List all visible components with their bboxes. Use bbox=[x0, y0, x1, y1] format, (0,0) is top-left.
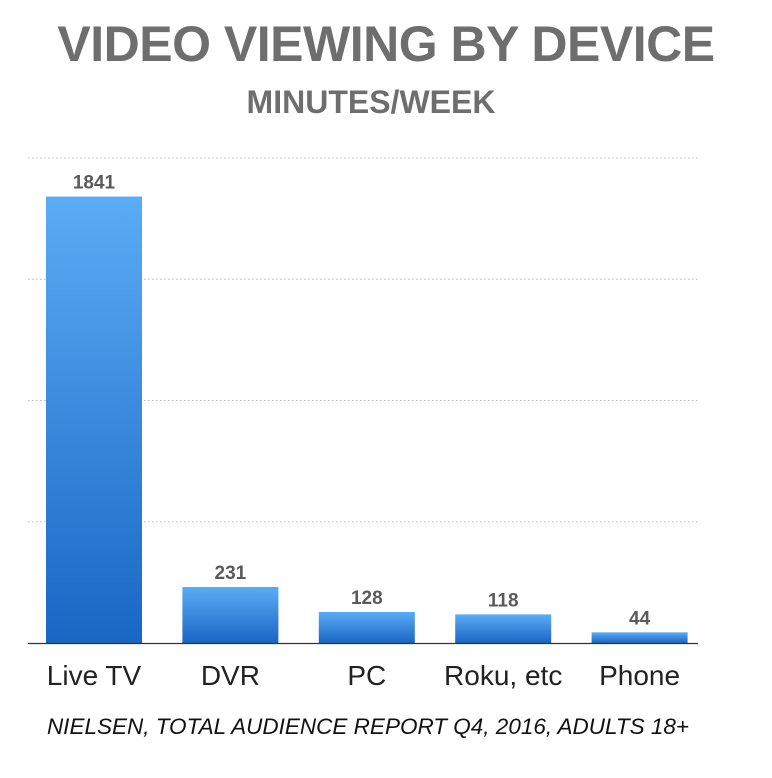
bar-pc bbox=[318, 611, 415, 643]
data-label: 44 bbox=[629, 608, 651, 629]
bar-dvr bbox=[182, 586, 279, 643]
x-tick-label: Live TV bbox=[47, 660, 142, 691]
x-tick-label: Phone bbox=[599, 660, 680, 691]
data-labels: 1841 231 128 118 44 bbox=[73, 173, 651, 630]
bar-phone bbox=[591, 632, 688, 643]
x-tick-label: Roku, etc bbox=[444, 660, 562, 691]
x-tick-label: PC bbox=[347, 660, 386, 691]
data-label: 1841 bbox=[73, 173, 116, 194]
x-tick-labels: Live TV DVR PC Roku, etc Phone bbox=[47, 660, 680, 691]
bar-roku-etc bbox=[455, 614, 552, 643]
bars bbox=[46, 196, 688, 643]
chart-subtitle: MINUTES/WEEK bbox=[246, 84, 496, 120]
chart-title: VIDEO VIEWING BY DEVICE bbox=[57, 16, 715, 72]
bar-live-tv bbox=[46, 196, 142, 643]
data-label: 231 bbox=[215, 563, 247, 584]
source-note: NIELSEN, TOTAL AUDIENCE REPORT Q4, 2016,… bbox=[46, 714, 690, 739]
data-label: 128 bbox=[351, 588, 383, 609]
x-tick-label: DVR bbox=[201, 660, 260, 691]
data-label: 118 bbox=[488, 590, 519, 611]
